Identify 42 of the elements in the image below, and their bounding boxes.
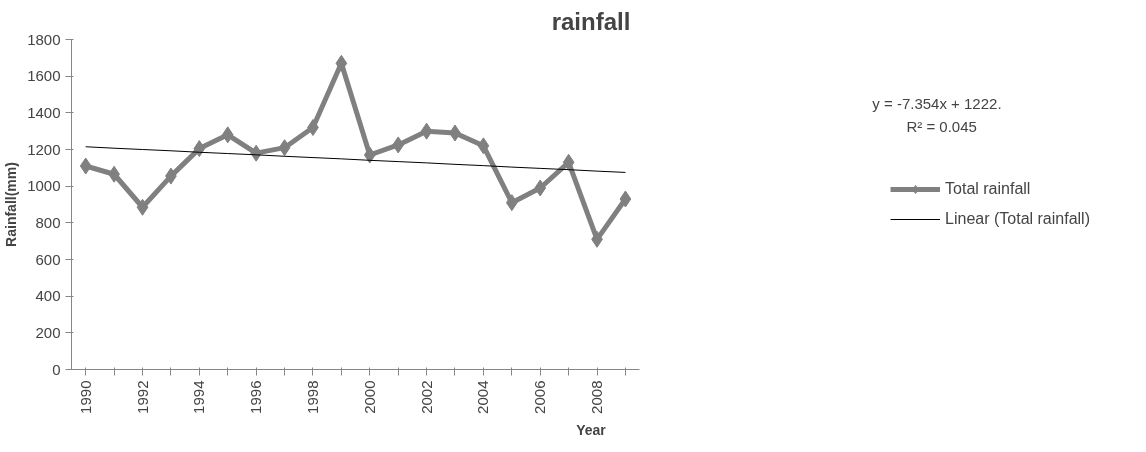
point [363,146,376,164]
x-tick-label: 1990 [76,380,94,414]
x-tick-label: 1994 [190,380,208,414]
legend-label: Total rainfall [945,180,1031,198]
point [193,140,206,158]
y-tick-label: 800 [35,213,61,231]
y-tick-label: 600 [35,250,61,268]
point [562,153,575,171]
text: y = -7.354x + 1222. [872,95,1002,113]
point [477,137,490,155]
y-tick-label: 1400 [27,103,61,121]
y-tick-label: 1600 [27,67,61,85]
x-tick-label: 2006 [531,380,549,414]
point [534,179,547,197]
y-tick-label: 1800 [27,30,61,48]
point [307,119,319,136]
point [335,54,348,72]
x-tick-label: 2008 [588,380,606,414]
x-axis-title: Year [576,421,607,438]
y-tick-label: 1000 [27,177,61,195]
chart-title: rainfall [551,7,631,35]
point [505,194,518,212]
x-tick-label: 2004 [474,380,492,414]
legend-label: Linear (Total rainfall) [945,210,1090,228]
y-tick-label: 0 [52,360,61,378]
point [278,139,291,157]
text: R² = 0.045 [906,118,977,136]
point [79,157,92,175]
point [619,190,632,208]
x-tick-label: 2002 [417,380,435,414]
point [392,136,405,154]
y-axis-title: Rainfall(mm) [3,162,20,247]
point [221,126,234,144]
point [136,198,149,216]
x-tick-label: 2000 [360,380,378,414]
x-tick-label: 1996 [247,380,265,414]
y-tick-label: 400 [35,287,61,305]
x-tick-label: 1998 [303,380,321,414]
point [420,122,433,140]
y-tick-label: 200 [35,323,61,341]
y-tick-label: 1200 [27,140,61,158]
x-tick-label: 1992 [133,380,151,414]
